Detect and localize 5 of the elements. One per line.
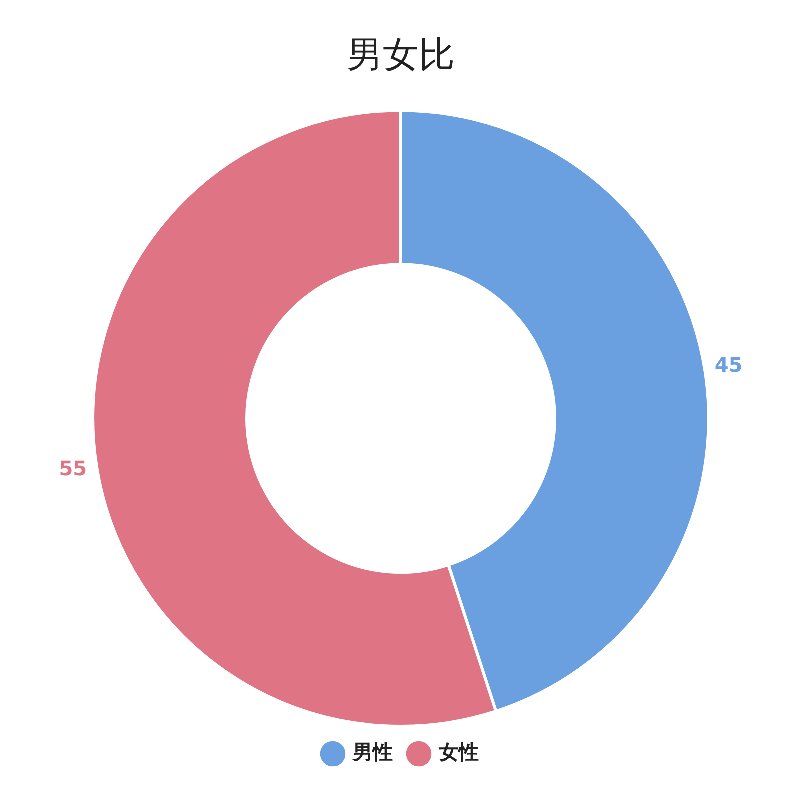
data-label: 55 (59, 456, 88, 481)
chart-title: 男女比 (347, 34, 455, 76)
data-label: 45 (714, 352, 743, 377)
legend-label: 男性 (352, 740, 393, 764)
legend-label: 女性 (438, 740, 479, 764)
